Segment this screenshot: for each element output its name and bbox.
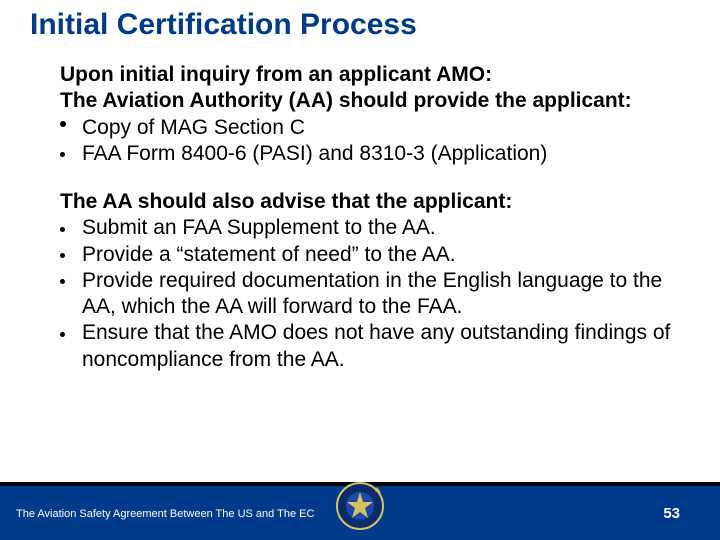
list-item: Ensure that the AMO does not have any ou… <box>60 320 700 373</box>
section1-line2: The Aviation Authority (AA) should provi… <box>60 88 700 114</box>
bullet-icon <box>60 253 65 258</box>
section-2: The AA should also advise that the appli… <box>60 189 700 373</box>
list-item: Provide a “statement of need” to the AA. <box>60 242 700 268</box>
list-item: Provide required documentation in the En… <box>60 268 700 321</box>
bullet-icon <box>60 332 65 337</box>
bullet-icon <box>60 279 65 284</box>
slide: Initial Certification Process Upon initi… <box>0 0 720 540</box>
list-item-text: Provide required documentation in the En… <box>82 269 662 318</box>
section1-list: Copy of MAG Section C FAA Form 8400-6 (P… <box>60 115 700 168</box>
slide-title: Initial Certification Process <box>30 8 417 42</box>
slide-body: Upon initial inquiry from an applicant A… <box>60 62 700 395</box>
section-1: Upon initial inquiry from an applicant A… <box>60 62 700 167</box>
list-item: Submit an FAA Supplement to the AA. <box>60 215 700 241</box>
list-item-text: Copy of MAG Section C <box>82 116 305 139</box>
section2-line1: The AA should also advise that the appli… <box>60 189 700 215</box>
seal-icon <box>335 481 385 536</box>
list-item: Copy of MAG Section C <box>60 115 700 141</box>
section2-list: Submit an FAA Supplement to the AA. Prov… <box>60 215 700 373</box>
footer-bar: The Aviation Safety Agreement Between Th… <box>0 482 720 540</box>
list-item-text: Ensure that the AMO does not have any ou… <box>82 321 670 370</box>
list-item-text: Submit an FAA Supplement to the AA. <box>82 216 436 239</box>
section1-line1: Upon initial inquiry from an applicant A… <box>60 62 700 88</box>
footer-text: The Aviation Safety Agreement Between Th… <box>16 508 314 520</box>
page-number: 53 <box>663 505 680 522</box>
list-item: FAA Form 8400-6 (PASI) and 8310-3 (Appli… <box>60 141 700 167</box>
list-item-text: FAA Form 8400-6 (PASI) and 8310-3 (Appli… <box>82 142 547 165</box>
bullet-icon <box>60 121 66 127</box>
list-item-text: Provide a “statement of need” to the AA. <box>82 243 456 266</box>
bullet-icon <box>60 227 65 232</box>
bullet-icon <box>60 152 65 157</box>
